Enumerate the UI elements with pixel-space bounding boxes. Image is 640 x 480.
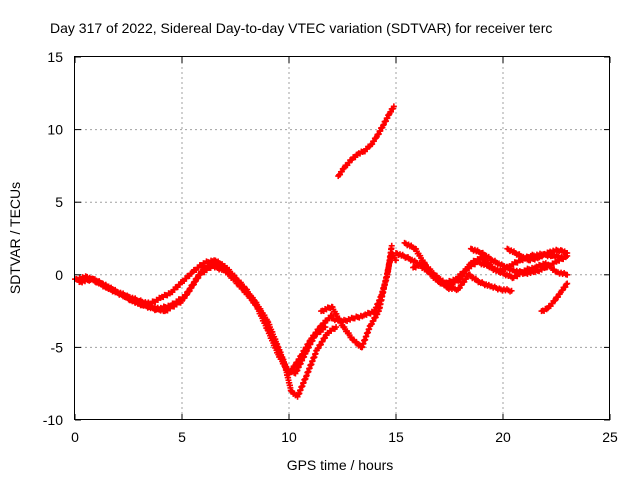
data-point — [317, 341, 324, 348]
data-point — [194, 275, 201, 282]
x-tick-label: 25 — [602, 429, 618, 445]
data-point — [393, 257, 399, 264]
data-point — [187, 285, 194, 292]
x-tick-label: 20 — [495, 429, 511, 445]
y-tick-label: 15 — [47, 49, 63, 65]
data-point — [564, 271, 571, 278]
plot-frame — [74, 56, 610, 420]
y-tick-label: 0 — [55, 267, 63, 283]
data-point — [508, 287, 515, 294]
data-point — [185, 288, 192, 295]
y-tick-label: -10 — [43, 412, 63, 428]
y-axis-ticks: -10 -5 0 5 10 15 — [43, 49, 610, 428]
data-point — [319, 338, 326, 345]
x-tick-label: 0 — [71, 429, 79, 445]
data-point — [564, 250, 571, 257]
data-point — [564, 280, 571, 287]
x-tick-label: 15 — [388, 429, 404, 445]
data-point — [191, 278, 198, 285]
x-axis-label: GPS time / hours — [287, 457, 394, 473]
y-axis-label: SDTVAR / TECUs — [7, 182, 23, 294]
y-tick-label: -5 — [51, 339, 64, 355]
x-axis-ticks: 0 5 10 15 20 25 — [71, 57, 618, 445]
data-point — [390, 103, 397, 110]
data-point — [388, 242, 395, 249]
data-point — [322, 324, 329, 331]
data-points — [72, 103, 571, 400]
chart-title: Day 317 of 2022, Sidereal Day-to-day VTE… — [50, 20, 552, 36]
data-point — [183, 291, 190, 298]
grid-lines — [75, 57, 610, 420]
data-point — [315, 345, 322, 352]
data-point — [333, 324, 340, 331]
x-tick-label: 5 — [178, 429, 186, 445]
data-point — [181, 295, 188, 302]
y-tick-label: 5 — [55, 194, 63, 210]
data-point — [234, 280, 241, 287]
y-tick-label: 10 — [47, 122, 63, 138]
data-point — [190, 281, 197, 288]
data-point — [322, 334, 329, 341]
x-tick-label: 10 — [281, 429, 297, 445]
